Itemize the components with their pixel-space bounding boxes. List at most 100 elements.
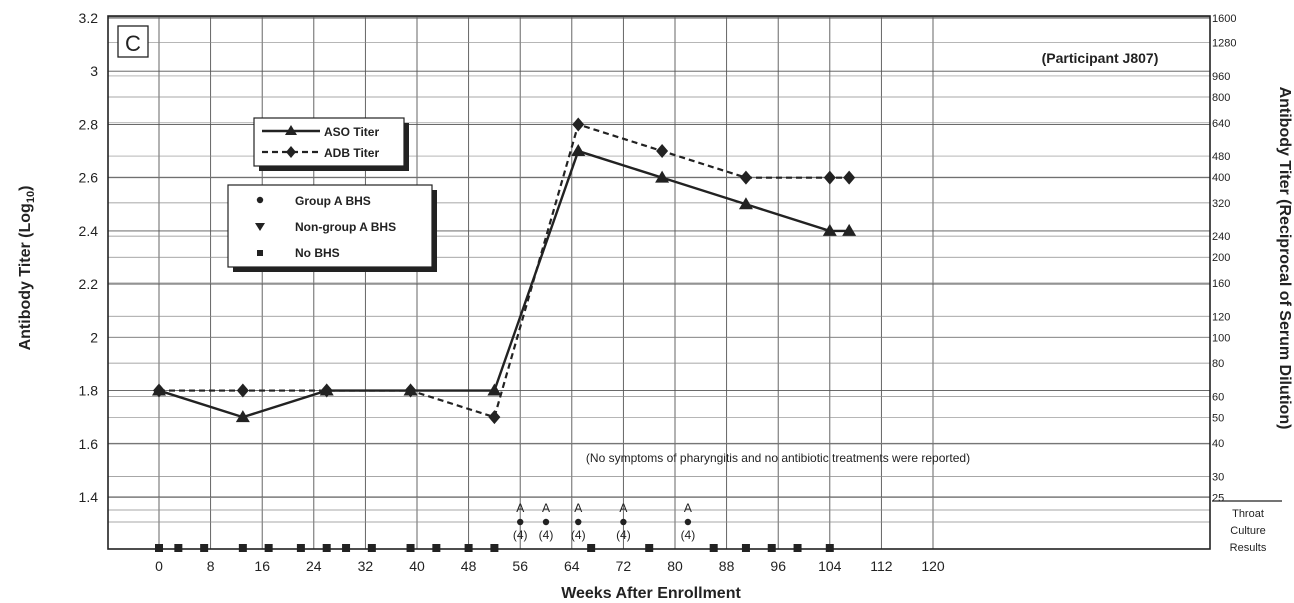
x-tick-label: 0	[155, 558, 163, 574]
aso-titer-point	[571, 144, 586, 157]
adb-titer-point	[739, 170, 752, 185]
adb-titer-point	[404, 383, 417, 398]
no-bhs-marker	[587, 544, 596, 552]
y-tick-label: 2	[90, 329, 98, 345]
no-bhs-marker	[767, 544, 776, 552]
right-tick-label: 60	[1212, 391, 1224, 403]
x-tick-label: 24	[306, 558, 322, 574]
group-a-bhs-marker	[517, 518, 524, 526]
legend-non-group-a-label: Non-group A BHS	[295, 220, 396, 234]
right-tick-label: 640	[1212, 118, 1230, 130]
group-a-count: (4)	[539, 528, 554, 542]
no-bhs-marker	[432, 544, 441, 552]
group-a-label: A	[684, 501, 692, 515]
x-tick-label: 32	[358, 558, 374, 574]
group-a-count: (4)	[513, 528, 528, 542]
annotation: (No symptoms of pharyngitis and no antib…	[586, 451, 970, 465]
no-bhs-marker	[645, 544, 654, 552]
group-a-bhs-marker	[620, 518, 627, 526]
right-tick-label: 320	[1212, 198, 1230, 210]
y-tick-label: 2.4	[79, 223, 99, 239]
adb-titer-point	[656, 144, 669, 159]
group-a-label: A	[574, 501, 582, 515]
legend-no-bhs-label: No BHS	[295, 246, 340, 260]
right-tick-label: 25	[1212, 493, 1224, 505]
no-bhs-marker	[174, 544, 183, 552]
adb-titer-line	[159, 123, 850, 419]
right-tick-label: 50	[1212, 412, 1224, 424]
no-bhs-marker	[406, 544, 415, 552]
adb-titer-point	[488, 410, 501, 425]
right-tick-label: 480	[1212, 151, 1230, 163]
no-bhs-marker	[342, 544, 351, 552]
legend-adb-marker	[286, 146, 296, 158]
right-tick-labels: 1600 1280 960 800 640 480 400 320 240 200 160 120 10…	[1212, 13, 1236, 505]
right-tick-label: 160	[1212, 278, 1230, 290]
aso-titer-point	[738, 197, 753, 210]
no-bhs-marker	[825, 544, 834, 552]
y-tick-label: 1.6	[79, 436, 99, 452]
no-bhs-marker	[322, 544, 331, 552]
series-legend: ASO Titer ADB Titer	[253, 117, 409, 171]
throat-culture-line-2: Culture	[1230, 525, 1265, 537]
series-layer	[152, 117, 857, 425]
y-tick-label: 1.4	[79, 489, 99, 505]
no-bhs-marker	[238, 544, 247, 552]
group-a-bhs-marker	[542, 518, 550, 526]
no-bhs-marker	[709, 544, 718, 552]
adb-titer-point	[153, 383, 165, 398]
no-bhs-marker	[793, 544, 802, 552]
throat-culture-label: Throat Culture Results	[1212, 500, 1282, 554]
aso-titer-point	[655, 170, 670, 183]
no-bhs-marker	[296, 544, 305, 552]
legend-group-a-label: Group A BHS	[295, 194, 371, 208]
panel-label: C	[125, 31, 141, 56]
y-axis-title-left-sub: 10	[25, 191, 37, 203]
legend-aso-label: ASO Titer	[324, 125, 379, 139]
no-bhs-marker	[464, 544, 473, 552]
y-tick-label: 3.2	[79, 10, 99, 26]
x-tick-labels: 0 8 16 24 32 40 48 56 64 72 80 88 96 104 112 120	[155, 558, 945, 574]
x-tick-label: 16	[254, 558, 270, 574]
no-bhs-marker	[200, 544, 209, 552]
y-tick-label: 3	[90, 63, 98, 79]
legend-aso-marker	[285, 125, 297, 135]
x-tick-label: 88	[719, 558, 735, 574]
y-tick-label: 1.8	[79, 383, 99, 399]
group-a-bhs-marker	[575, 518, 582, 526]
group-a-label: A	[542, 501, 550, 515]
y-tick-label: 2.8	[79, 116, 99, 132]
adb-titer-point	[236, 383, 249, 398]
group-a-label: A	[619, 501, 627, 515]
x-tick-label: 120	[921, 558, 945, 574]
right-tick-label: 960	[1212, 71, 1230, 83]
series-legend-box	[253, 117, 405, 167]
y-tick-label: 2.6	[79, 170, 99, 186]
right-tick-label: 240	[1212, 231, 1230, 243]
group-a-label: A	[516, 501, 524, 515]
x-tick-label: 40	[409, 558, 425, 574]
aso-titer-point	[842, 223, 857, 236]
y-axis-title-left-end: )	[17, 186, 34, 191]
right-tick-label: 200	[1212, 252, 1230, 264]
y-axis-title-left-main: Antibody Titer (Log	[17, 203, 34, 350]
group-a-count: (4)	[571, 528, 586, 542]
culture-legend: Group A BHS Non-group A BHS No BHS	[227, 184, 437, 272]
y-axis-title-left: Antibody Titer (Log10)	[17, 186, 37, 351]
legend-non-group-a-marker	[255, 223, 265, 231]
right-tick-label: 30	[1212, 471, 1224, 483]
legend-no-bhs-marker	[257, 250, 263, 256]
adb-titer-point	[320, 383, 333, 398]
aso-titer-point	[235, 410, 250, 423]
aso-titer-point	[822, 223, 837, 236]
adb-titer-point	[823, 170, 836, 185]
x-tick-label: 80	[667, 558, 683, 574]
y-tick-labels: 1.4 1.6 1.8 2 2.2 2.4 2.6 2.8 3 3.2	[79, 10, 99, 505]
x-tick-label: 96	[770, 558, 786, 574]
no-bhs-marker	[155, 544, 163, 552]
legend-adb-label: ADB Titer	[324, 146, 379, 160]
aso-titer-point	[487, 383, 502, 396]
x-tick-label: 48	[461, 558, 477, 574]
right-tick-label: 80	[1212, 358, 1224, 370]
